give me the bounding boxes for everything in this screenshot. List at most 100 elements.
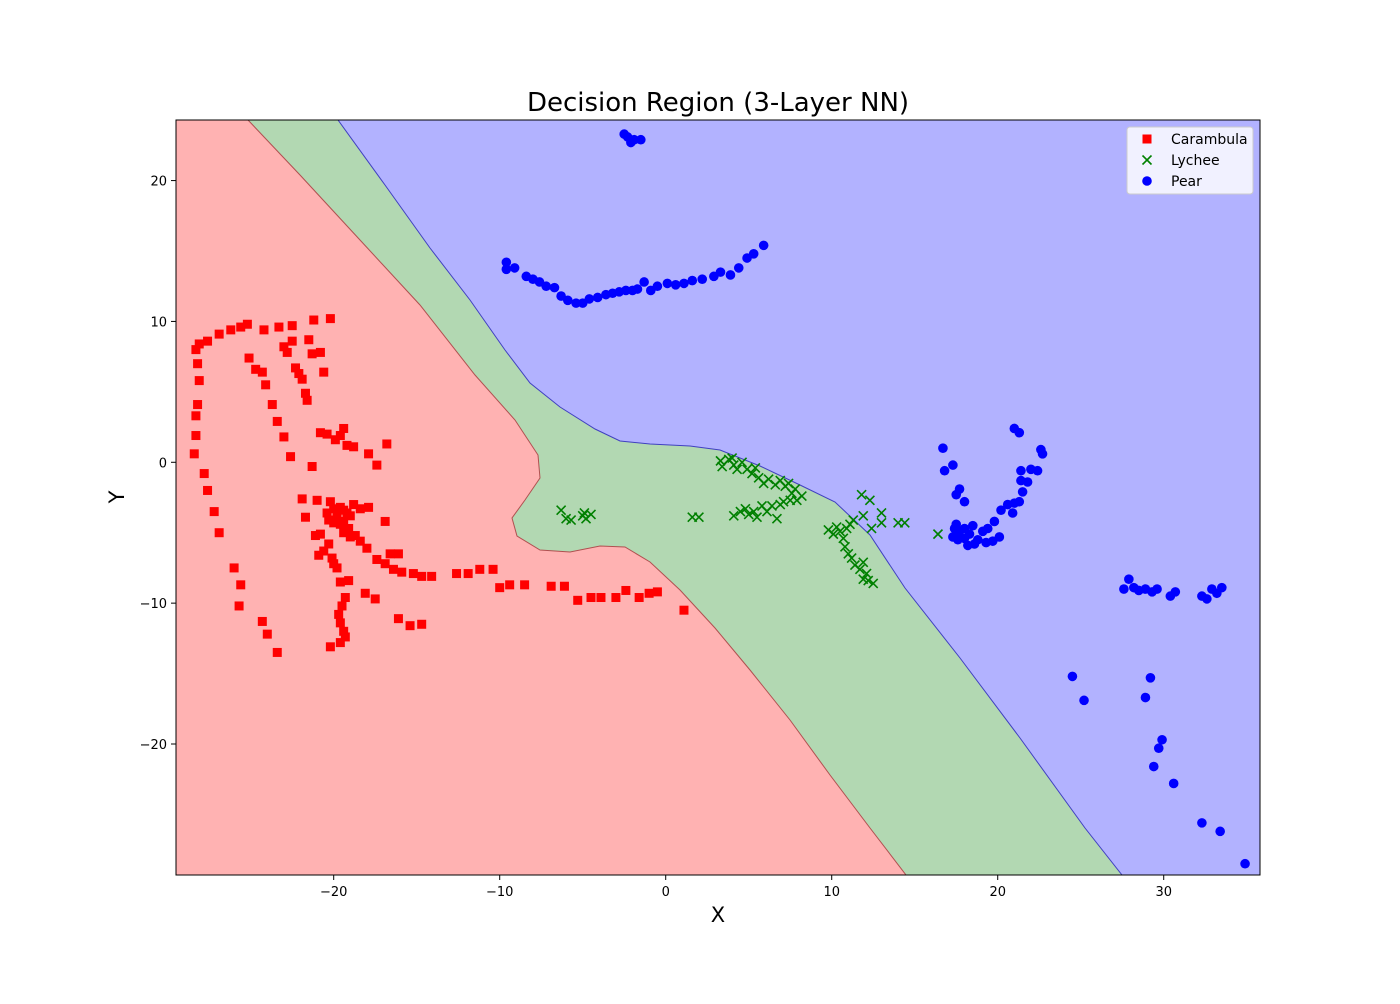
lychee-point — [746, 468, 758, 479]
pear-point — [549, 282, 560, 293]
lychee-point — [876, 507, 887, 519]
pear-point — [994, 532, 1005, 542]
pear-point — [1217, 582, 1227, 593]
pear-point — [1140, 692, 1151, 703]
carambula-point — [408, 569, 418, 579]
pear-point — [1202, 594, 1212, 604]
carambula-point — [360, 588, 370, 598]
carambula-point — [393, 614, 403, 624]
carambula-point — [322, 429, 332, 439]
carambula-point — [272, 647, 282, 657]
carambula-point — [267, 400, 277, 410]
carambula-point — [319, 546, 329, 556]
carambula-point — [364, 449, 374, 459]
carambula-point — [634, 593, 644, 603]
carambula-point — [335, 618, 345, 628]
carambula-point — [339, 626, 349, 636]
carambula-point — [242, 319, 252, 329]
lychee-point — [715, 455, 726, 466]
carambula-point — [191, 431, 201, 441]
pear-point — [629, 134, 639, 145]
carambula-point — [334, 609, 344, 619]
x-tick-label: 0 — [662, 885, 670, 900]
carambula-point — [259, 325, 269, 335]
carambula-point — [274, 322, 284, 332]
pear-point — [938, 443, 948, 453]
pear-point — [1170, 587, 1181, 597]
pear-point — [670, 280, 681, 290]
pear-point — [571, 298, 581, 308]
carambula-point — [340, 593, 350, 603]
pear-point — [501, 264, 512, 275]
carambula-point — [257, 616, 267, 626]
carambula-point — [236, 580, 246, 590]
carambula-point — [596, 593, 606, 603]
carambula-point — [327, 553, 337, 563]
x-tick-label: 10 — [823, 885, 840, 900]
carambula-point — [330, 435, 340, 445]
carambula-point — [309, 315, 319, 325]
carambula-point — [324, 515, 334, 525]
carambula-point — [307, 462, 317, 472]
carambula-point — [297, 374, 307, 384]
pear-point — [1153, 743, 1164, 754]
lychee-point — [585, 509, 597, 520]
y-tick-label: 20 — [150, 175, 167, 190]
lychee-point — [556, 505, 567, 516]
lychee-point — [854, 564, 865, 575]
pear-point — [639, 277, 649, 287]
carambula-point — [520, 580, 530, 590]
carambula-point — [339, 528, 349, 538]
carambula-point — [307, 349, 317, 359]
carambula-point — [203, 485, 213, 495]
carambula-point — [342, 440, 352, 450]
lychee-point — [858, 557, 869, 568]
pear-point — [1067, 671, 1078, 682]
pear-point — [652, 281, 663, 292]
carambula-point — [370, 594, 380, 604]
x-axis-label: X — [711, 903, 725, 927]
carambula-point — [397, 567, 407, 577]
carambula-point — [475, 564, 485, 574]
pear-point — [954, 484, 965, 494]
carambula-point — [300, 388, 310, 398]
legend-box — [1126, 126, 1254, 195]
carambula-point — [229, 563, 239, 573]
pear-point — [1022, 477, 1033, 487]
carambula-point — [282, 347, 292, 357]
carambula-point — [559, 581, 569, 591]
pear-point — [592, 292, 603, 303]
carambula-point — [495, 583, 505, 593]
axis-ticks: −20 −10 0 10 20 30 −20 −10 0 10 20 — [140, 175, 1172, 900]
carambula-point — [194, 339, 204, 349]
lychee-point — [732, 464, 743, 475]
legend-label-carambula: Carambula — [1171, 132, 1248, 148]
carambula-point — [325, 497, 335, 507]
pear-point — [1036, 444, 1046, 455]
lychee-point — [838, 533, 849, 544]
carambula-point — [191, 345, 201, 355]
pear-point — [541, 281, 551, 292]
lychee-point — [856, 489, 867, 500]
carambula-point — [279, 342, 289, 352]
carambula-point — [350, 531, 360, 541]
carambula-point — [340, 632, 350, 642]
carambula-point — [679, 605, 689, 615]
pear-point — [1014, 427, 1025, 438]
carambula-point — [322, 508, 332, 518]
lychee-point — [766, 500, 778, 512]
carambula-point — [586, 593, 596, 603]
pear-point — [636, 134, 646, 145]
carambula-point — [297, 494, 307, 504]
pear-point — [621, 285, 631, 296]
carambula-point — [546, 581, 556, 591]
carambula-point — [287, 336, 297, 346]
pear-point — [1145, 672, 1156, 683]
carambula-point — [199, 469, 209, 479]
lychee-point — [735, 506, 746, 517]
carambula-point — [236, 322, 246, 332]
chart-title: Decision Region (3-Layer NN) — [527, 88, 909, 118]
series-lychee — [556, 452, 944, 589]
pear-point — [982, 523, 993, 534]
carambula-point — [193, 359, 203, 369]
